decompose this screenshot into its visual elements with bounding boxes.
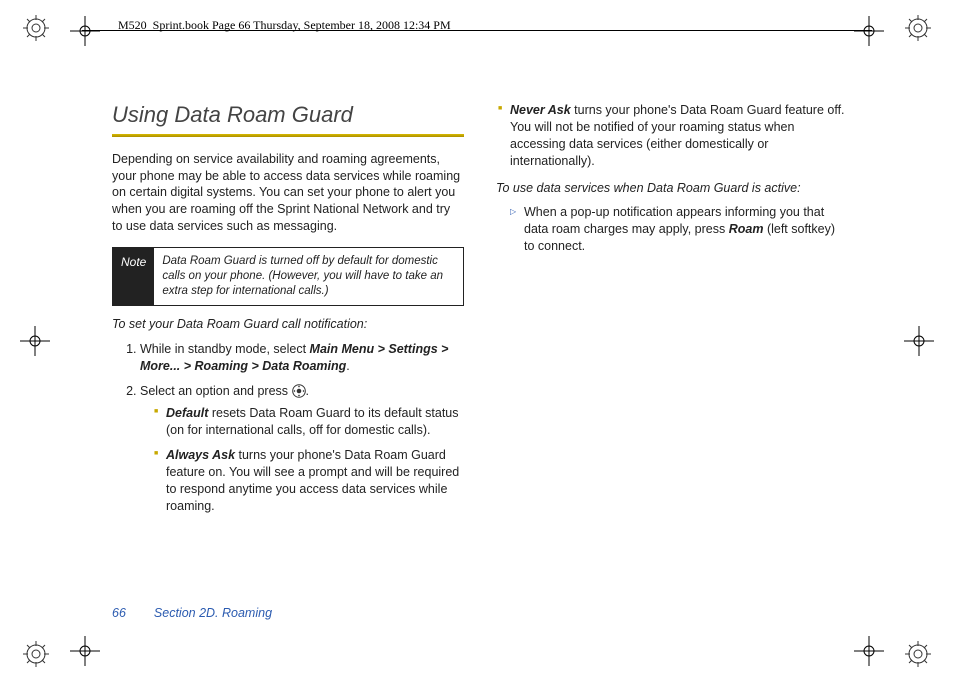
crop-mark-icon (904, 326, 934, 356)
step-2: Select an option and press . Default res… (140, 383, 464, 515)
arrow-list: When a pop-up notification appears infor… (496, 204, 848, 255)
step-1: While in standby mode, select Main Menu … (140, 341, 464, 375)
intro-paragraph: Depending on service availability and ro… (112, 151, 464, 235)
title-underline (112, 134, 464, 137)
nav-key-icon (292, 384, 306, 398)
option-never-label: Never Ask (510, 103, 571, 117)
crop-mark-icon (20, 326, 50, 356)
printer-mark-icon (904, 14, 932, 42)
crop-mark-icon (70, 16, 100, 46)
printer-mark-icon (904, 640, 932, 668)
options-list-continued: Never Ask turns your phone's Data Roam G… (496, 102, 848, 170)
option-default: Default resets Data Roam Guard to its de… (154, 405, 464, 439)
crop-mark-icon (854, 16, 884, 46)
step-1-post: . (346, 359, 349, 373)
option-default-text: resets Data Roam Guard to its default st… (166, 406, 459, 437)
note-box: Note Data Roam Guard is turned off by de… (112, 247, 464, 306)
options-list: Default resets Data Roam Guard to its de… (140, 405, 464, 514)
section-label: Section 2D. Roaming (154, 606, 272, 620)
subhead-use-data: To use data services when Data Roam Guar… (496, 180, 848, 197)
note-label: Note (113, 248, 154, 305)
note-body: Data Roam Guard is turned off by default… (154, 248, 463, 305)
arrow-item-roam: When a pop-up notification appears infor… (510, 204, 848, 255)
option-always-ask: Always Ask turns your phone's Data Roam … (154, 447, 464, 515)
step-2-post: . (306, 384, 309, 398)
printer-mark-icon (22, 640, 50, 668)
option-never-ask: Never Ask turns your phone's Data Roam G… (498, 102, 848, 170)
page-number: 66 (112, 606, 126, 620)
printer-mark-icon (22, 14, 50, 42)
crop-mark-icon (70, 636, 100, 666)
page-body: Using Data Roam Guard Depending on servi… (112, 100, 848, 620)
crop-mark-icon (854, 636, 884, 666)
subhead-set-notification: To set your Data Roam Guard call notific… (112, 316, 464, 333)
step-1-pre: While in standby mode, select (140, 342, 310, 356)
steps-list: While in standby mode, select Main Menu … (112, 341, 464, 515)
section-title: Using Data Roam Guard (112, 100, 464, 130)
arrow-item-key: Roam (729, 222, 764, 236)
option-always-label: Always Ask (166, 448, 235, 462)
header-meta: M520_Sprint.book Page 66 Thursday, Septe… (118, 18, 451, 33)
page-footer: 66 Section 2D. Roaming (112, 606, 272, 620)
right-column: Never Ask turns your phone's Data Roam G… (496, 100, 848, 523)
option-default-label: Default (166, 406, 208, 420)
left-column: Using Data Roam Guard Depending on servi… (112, 100, 464, 523)
step-2-pre: Select an option and press (140, 384, 292, 398)
